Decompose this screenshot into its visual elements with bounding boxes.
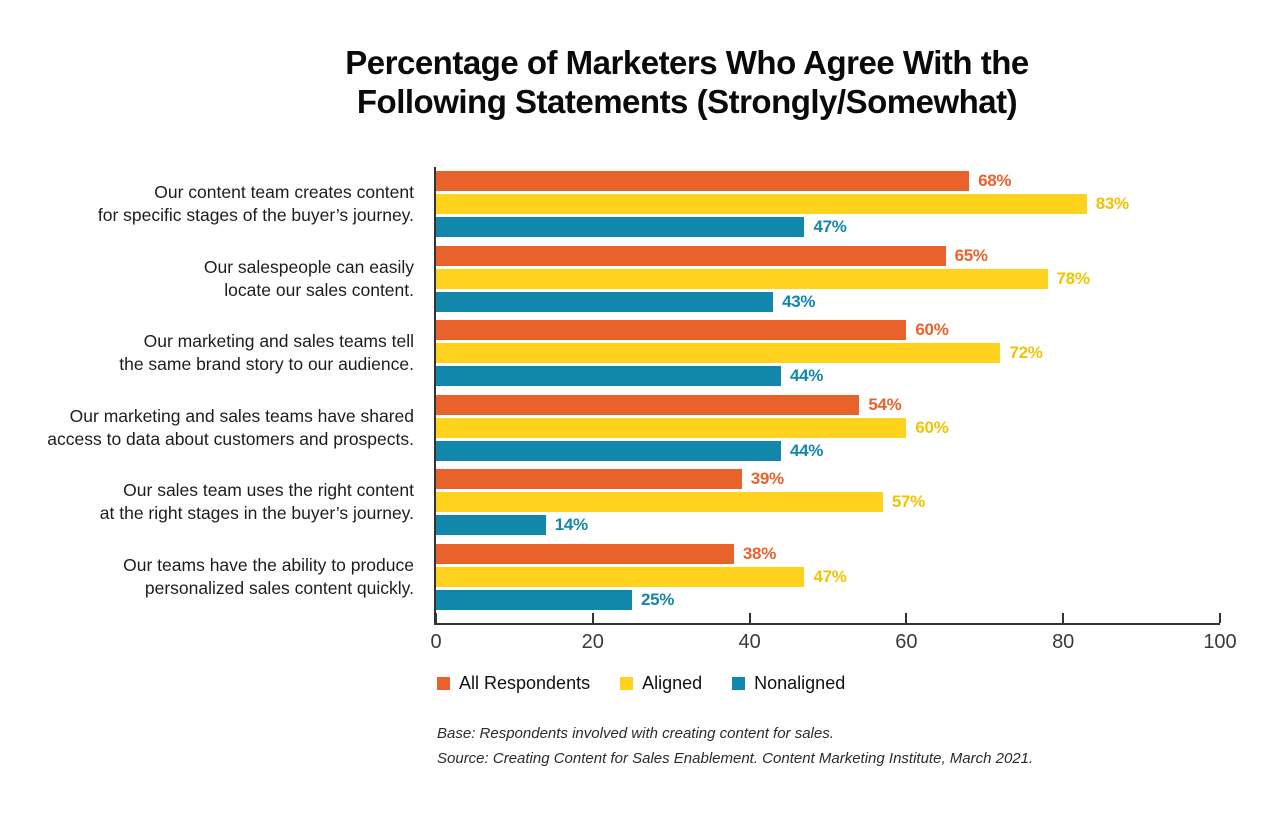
legend-label: All Respondents <box>459 673 591 693</box>
axis-tick <box>435 613 437 623</box>
category-label: Our teams have the ability to produce pe… <box>123 554 414 598</box>
bar-value-label: 43% <box>782 291 816 311</box>
legend-swatch-icon <box>732 677 746 690</box>
bar-value-label: 25% <box>641 589 675 609</box>
bar-value-label: 39% <box>750 469 784 489</box>
bar-value-label: 57% <box>891 492 925 512</box>
bar-groups: 68% 83% 47% 65% 78% 43% 60% 72% 44% 54% 60% 44% 39% 5… <box>436 167 1220 614</box>
bar-aligned <box>436 268 1048 289</box>
legend-label: Aligned <box>642 673 703 693</box>
category-axis: Our content team creates content for spe… <box>20 167 414 614</box>
bar-row: 60% <box>436 320 1220 341</box>
bar-group: 60% 72% 44% <box>436 316 1220 391</box>
bar-group: 68% 83% 47% <box>436 167 1220 242</box>
bar-value-label: 44% <box>789 440 824 460</box>
bar-nonaligned <box>436 515 546 536</box>
bar-all-respondents <box>436 543 734 564</box>
plot-area: 68% 83% 47% 65% 78% 43% 60% 72% 44% 54% 60% 44% 39% 5… <box>430 167 1237 653</box>
category-label: Our salespeople can easily locate our sa… <box>203 256 414 300</box>
bar-value-label: 60% <box>915 417 949 437</box>
bar-aligned <box>436 566 805 587</box>
bar-value-label: 47% <box>813 217 847 237</box>
bar-value-label: 47% <box>813 566 847 586</box>
bar-value-label: 60% <box>915 320 949 340</box>
bar-all-respondents <box>436 320 907 341</box>
footnote-base: Base: Respondents involved with creating… <box>437 725 834 742</box>
bar-group: 38% 47% 25% <box>436 540 1220 615</box>
legend-label: Nonaligned <box>754 673 846 693</box>
bar-value-label: 14% <box>554 515 588 535</box>
bar-value-label: 78% <box>1056 268 1090 288</box>
footnote-source: Source: Creating Content for Sales Enabl… <box>437 750 1034 767</box>
axis-tick <box>905 613 908 623</box>
bar-row: 47% <box>436 566 1220 587</box>
axis-tick <box>748 613 751 623</box>
bar-aligned <box>436 194 1087 215</box>
bar-group: 39% 57% 14% <box>436 465 1220 540</box>
bar-value-label: 38% <box>742 543 777 563</box>
bar-value-label: 65% <box>954 245 988 265</box>
axis-tick-label: 40 <box>738 631 761 653</box>
bar-all-respondents <box>436 245 946 266</box>
bar-row: 72% <box>436 343 1220 364</box>
axis-tick-label: 60 <box>895 631 918 653</box>
bar-row: 38% <box>436 543 1220 564</box>
bar-row: 83% <box>436 194 1220 215</box>
legend-item-aligned: Aligned <box>620 673 702 694</box>
bar-value-label: 72% <box>1009 343 1043 363</box>
bar-value-label: 54% <box>868 394 902 414</box>
bar-value-label: 44% <box>789 366 824 386</box>
axis-tick-label: 0 <box>430 631 442 653</box>
category-label: Our sales team uses the right content at… <box>99 480 414 524</box>
footnotes: Base: Respondents involved with creating… <box>437 721 1033 771</box>
axis-tick <box>1062 613 1065 623</box>
bar-value-label: 83% <box>1095 194 1129 214</box>
legend: All Respondents Aligned Nonaligned <box>437 673 845 694</box>
bar-nonaligned <box>436 589 632 610</box>
axis-tick <box>591 613 594 623</box>
bar-group: 54% 60% 44% <box>436 391 1220 466</box>
legend-swatch-icon <box>437 677 450 690</box>
bar-value-label: 68% <box>978 171 1012 191</box>
bar-row: 54% <box>436 394 1220 415</box>
bar-row: 65% <box>436 245 1220 266</box>
bar-nonaligned <box>436 440 781 461</box>
axis-tick-label: 20 <box>581 631 604 653</box>
legend-item-all-respondents: All Respondents <box>437 673 590 694</box>
bar-row: 44% <box>436 440 1220 461</box>
bar-aligned <box>436 343 1001 364</box>
legend-swatch-icon <box>620 677 634 690</box>
bar-nonaligned <box>436 217 805 238</box>
bar-group: 65% 78% 43% <box>436 242 1220 317</box>
bar-all-respondents <box>436 394 860 415</box>
category-label: Our marketing and sales teams have share… <box>47 405 414 449</box>
bar-row: 57% <box>436 492 1220 513</box>
category-label: Our marketing and sales teams tell the s… <box>119 331 414 375</box>
bar-row: 60% <box>436 417 1220 438</box>
bar-nonaligned <box>436 366 781 387</box>
bar-row: 25% <box>436 589 1220 610</box>
axis-tick <box>1219 613 1221 623</box>
axis-tick-label: 80 <box>1052 631 1075 653</box>
bar-row: 78% <box>436 268 1220 289</box>
bar-all-respondents <box>436 171 970 192</box>
bar-nonaligned <box>436 291 774 312</box>
bar-row: 39% <box>436 469 1220 490</box>
bar-all-respondents <box>436 469 742 490</box>
bar-row: 47% <box>436 217 1220 238</box>
category-label: Our content team creates content for spe… <box>97 182 414 226</box>
axis-tick-label: 100 <box>1203 631 1237 653</box>
bar-row: 68% <box>436 171 1220 192</box>
legend-item-nonaligned: Nonaligned <box>732 673 845 694</box>
chart-title: Percentage of Marketers Who Agree With t… <box>345 44 1029 120</box>
bar-aligned <box>436 492 883 513</box>
bar-row: 14% <box>436 515 1220 536</box>
bar-aligned <box>436 417 907 438</box>
bar-row: 44% <box>436 366 1220 387</box>
bar-row: 43% <box>436 291 1220 312</box>
